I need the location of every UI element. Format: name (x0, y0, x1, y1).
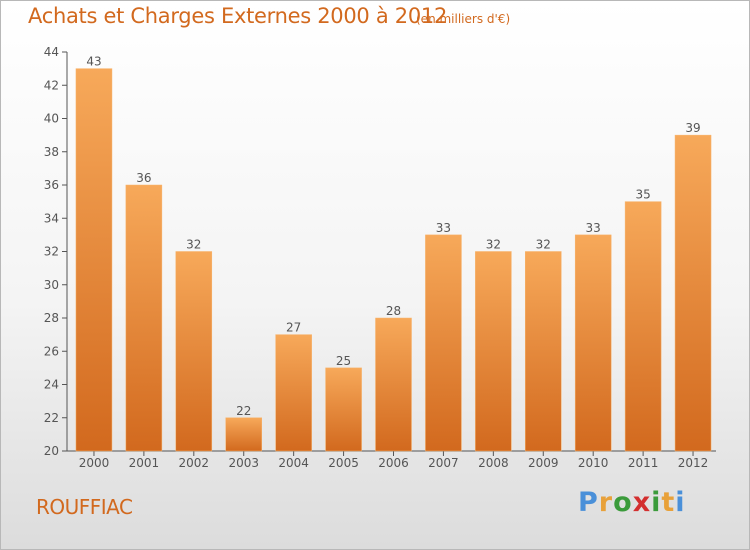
bar (475, 251, 512, 452)
logo-letter: i (675, 487, 686, 518)
y-tick-label: 26 (44, 344, 59, 358)
x-tick-label: 2001 (129, 456, 160, 470)
bar-value-label: 32 (486, 238, 501, 252)
y-tick-label: 44 (44, 45, 59, 59)
bar-value-label: 36 (136, 171, 151, 185)
y-tick-label: 22 (44, 411, 59, 425)
x-tick-label: 2007 (428, 456, 459, 470)
bar (574, 234, 612, 452)
y-tick-label: 38 (44, 145, 59, 159)
bar (75, 68, 113, 452)
x-tick-label: 2009 (528, 456, 559, 470)
bar (425, 234, 462, 452)
x-tick-label: 2008 (478, 456, 509, 470)
x-tick-label: 2003 (228, 456, 259, 470)
bar-value-label: 28 (386, 304, 401, 318)
bar-value-label: 27 (286, 321, 301, 335)
bar-value-label: 32 (536, 238, 551, 252)
proxiti-logo[interactable]: Proxiti (578, 487, 686, 518)
bar-value-label: 43 (86, 55, 101, 69)
logo-letter: x (632, 487, 652, 518)
bar (125, 184, 163, 452)
chart-bars: 43 36 32 22 27 25 28 33 32 32 33 35 39 (75, 55, 712, 452)
chart-subtitle: (en milliers d'€) (416, 12, 511, 26)
x-tick-label: 2005 (328, 456, 359, 470)
bar (225, 417, 262, 452)
location-label: ROUFFIAC (36, 495, 133, 519)
bar (325, 367, 362, 452)
y-tick-label: 34 (44, 211, 59, 225)
y-tick-label: 36 (44, 178, 59, 192)
x-tick-label: 2002 (179, 456, 210, 470)
x-tick-label: 2011 (628, 456, 659, 470)
bar-value-label: 22 (236, 404, 251, 418)
logo-letter: i (651, 487, 662, 518)
bar (275, 334, 312, 452)
y-tick-label: 20 (44, 444, 59, 458)
bar-value-label: 33 (586, 221, 601, 235)
logo-letter: P (578, 487, 599, 518)
y-tick-label: 42 (44, 78, 59, 92)
bar (674, 134, 712, 452)
bar-value-label: 39 (685, 121, 700, 135)
bar (175, 251, 213, 452)
y-tick-label: 30 (44, 278, 59, 292)
logo-letter: t (661, 487, 676, 518)
bar-value-label: 25 (336, 354, 351, 368)
bar-value-label: 33 (436, 221, 451, 235)
chart-axes: 20 22 24 26 28 30 32 34 36 38 40 42 44 2000 2001 2002 20… (44, 45, 716, 470)
x-tick-label: 2012 (678, 456, 709, 470)
bar (624, 201, 662, 452)
y-tick-label: 32 (44, 245, 59, 259)
bar-value-label: 35 (635, 188, 650, 202)
bar-value-label: 32 (186, 238, 201, 252)
y-tick-label: 24 (44, 378, 59, 392)
y-tick-label: 40 (44, 112, 59, 126)
x-tick-label: 2010 (578, 456, 609, 470)
y-tick-label: 28 (44, 311, 59, 325)
logo-letter: r (598, 487, 614, 518)
bar (375, 317, 412, 452)
chart-title: Achats et Charges Externes 2000 à 2012 (28, 4, 448, 28)
x-tick-label: 2004 (278, 456, 309, 470)
bar (525, 251, 562, 452)
x-tick-label: 2000 (79, 456, 110, 470)
x-tick-label: 2006 (378, 456, 409, 470)
logo-letter: o (613, 487, 633, 518)
